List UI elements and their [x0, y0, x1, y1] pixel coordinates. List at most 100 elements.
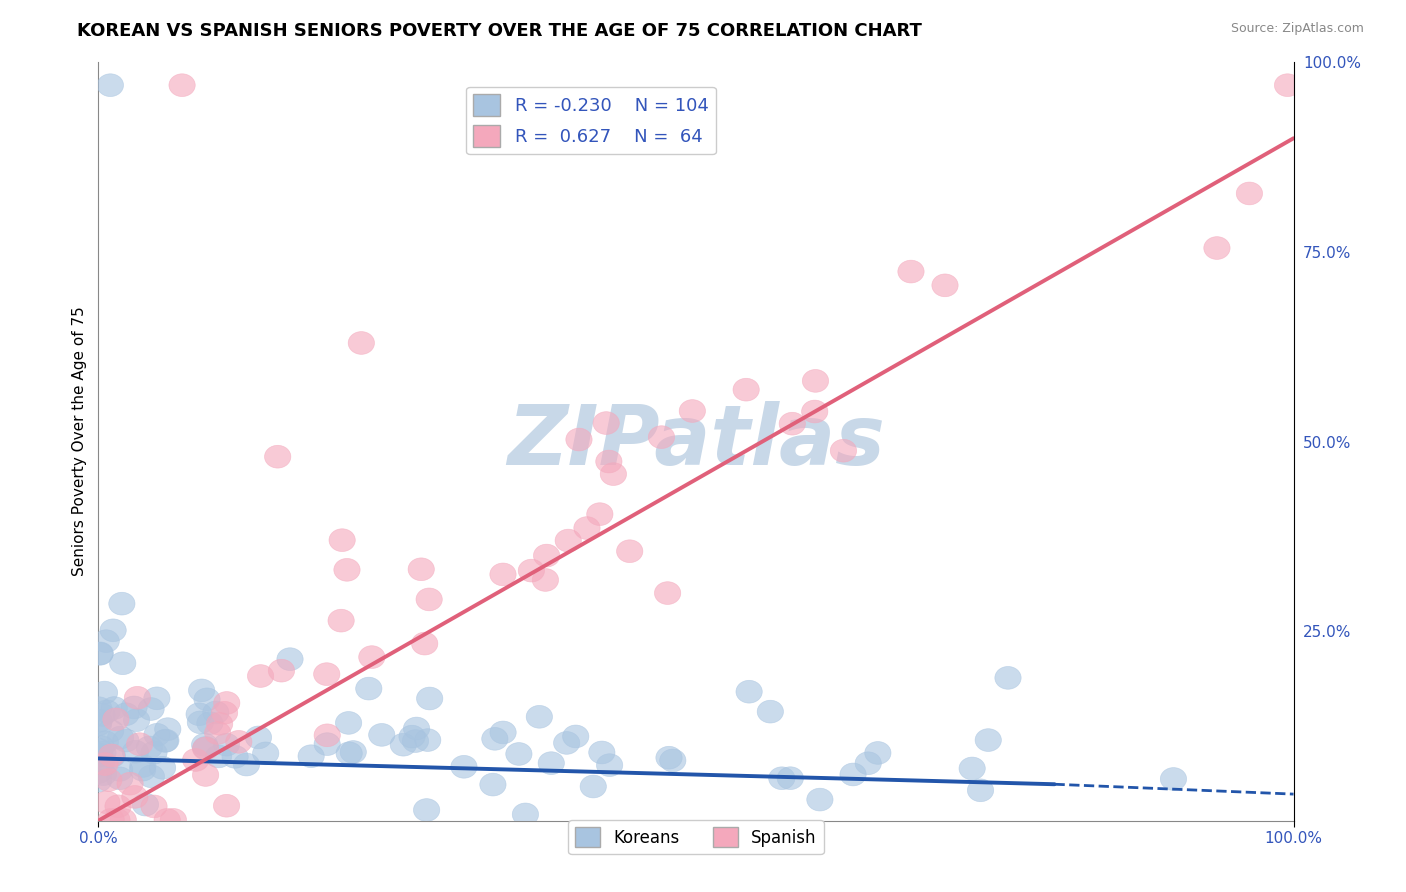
Ellipse shape	[214, 795, 239, 817]
Ellipse shape	[479, 773, 506, 796]
Ellipse shape	[654, 582, 681, 605]
Ellipse shape	[399, 725, 425, 748]
Ellipse shape	[233, 753, 260, 776]
Ellipse shape	[87, 642, 112, 665]
Ellipse shape	[648, 425, 675, 449]
Ellipse shape	[1160, 768, 1187, 790]
Ellipse shape	[191, 733, 218, 756]
Ellipse shape	[976, 729, 1001, 751]
Ellipse shape	[554, 731, 579, 755]
Ellipse shape	[124, 709, 150, 731]
Ellipse shape	[340, 740, 367, 764]
Ellipse shape	[596, 754, 623, 777]
Ellipse shape	[349, 332, 374, 354]
Ellipse shape	[141, 741, 167, 764]
Ellipse shape	[193, 764, 219, 787]
Ellipse shape	[807, 789, 832, 811]
Ellipse shape	[107, 726, 134, 749]
Ellipse shape	[298, 745, 325, 768]
Ellipse shape	[314, 724, 340, 747]
Ellipse shape	[127, 732, 153, 756]
Ellipse shape	[169, 74, 195, 96]
Ellipse shape	[86, 739, 111, 761]
Ellipse shape	[415, 729, 441, 751]
Ellipse shape	[86, 697, 112, 720]
Ellipse shape	[122, 786, 148, 808]
Ellipse shape	[225, 731, 252, 753]
Ellipse shape	[183, 748, 209, 772]
Ellipse shape	[506, 742, 531, 765]
Ellipse shape	[512, 803, 538, 826]
Ellipse shape	[214, 733, 239, 756]
Ellipse shape	[526, 706, 553, 728]
Ellipse shape	[967, 779, 994, 802]
Ellipse shape	[1204, 236, 1230, 260]
Ellipse shape	[617, 540, 643, 563]
Ellipse shape	[482, 728, 508, 750]
Ellipse shape	[596, 450, 621, 473]
Ellipse shape	[100, 745, 125, 767]
Ellipse shape	[211, 701, 238, 724]
Ellipse shape	[555, 529, 581, 552]
Ellipse shape	[205, 745, 232, 768]
Ellipse shape	[581, 775, 606, 797]
Ellipse shape	[368, 723, 395, 747]
Text: KOREAN VS SPANISH SENIORS POVERTY OVER THE AGE OF 75 CORRELATION CHART: KOREAN VS SPANISH SENIORS POVERTY OVER T…	[77, 22, 922, 40]
Ellipse shape	[803, 369, 828, 392]
Ellipse shape	[87, 744, 112, 766]
Legend: Koreans, Spanish: Koreans, Spanish	[568, 821, 824, 854]
Ellipse shape	[107, 758, 134, 781]
Ellipse shape	[94, 700, 120, 723]
Ellipse shape	[758, 700, 783, 723]
Ellipse shape	[839, 763, 866, 786]
Ellipse shape	[160, 808, 187, 831]
Ellipse shape	[1236, 182, 1263, 205]
Ellipse shape	[110, 652, 136, 674]
Ellipse shape	[112, 703, 139, 725]
Ellipse shape	[408, 558, 434, 581]
Ellipse shape	[129, 758, 156, 781]
Ellipse shape	[129, 755, 156, 777]
Ellipse shape	[155, 718, 181, 740]
Ellipse shape	[110, 808, 136, 831]
Ellipse shape	[204, 722, 231, 744]
Ellipse shape	[416, 588, 443, 611]
Ellipse shape	[391, 733, 416, 756]
Ellipse shape	[105, 795, 131, 818]
Ellipse shape	[122, 740, 149, 763]
Ellipse shape	[655, 747, 682, 769]
Ellipse shape	[104, 808, 131, 831]
Ellipse shape	[121, 696, 148, 719]
Ellipse shape	[186, 703, 212, 725]
Ellipse shape	[90, 763, 117, 786]
Ellipse shape	[245, 726, 271, 748]
Ellipse shape	[277, 648, 304, 671]
Ellipse shape	[769, 767, 794, 789]
Ellipse shape	[89, 736, 114, 758]
Ellipse shape	[932, 274, 957, 297]
Ellipse shape	[593, 412, 619, 434]
Ellipse shape	[152, 730, 179, 752]
Ellipse shape	[359, 646, 385, 668]
Ellipse shape	[801, 401, 828, 423]
Y-axis label: Seniors Poverty Over the Age of 75: Seniors Poverty Over the Age of 75	[72, 307, 87, 576]
Ellipse shape	[586, 503, 613, 525]
Ellipse shape	[589, 741, 614, 764]
Ellipse shape	[336, 712, 361, 734]
Text: Source: ZipAtlas.com: Source: ZipAtlas.com	[1230, 22, 1364, 36]
Ellipse shape	[94, 791, 120, 814]
Ellipse shape	[659, 749, 686, 772]
Ellipse shape	[778, 767, 803, 789]
Ellipse shape	[679, 400, 706, 423]
Ellipse shape	[143, 687, 170, 710]
Ellipse shape	[538, 752, 564, 774]
Ellipse shape	[141, 795, 167, 818]
Ellipse shape	[112, 729, 139, 752]
Ellipse shape	[89, 704, 115, 726]
Ellipse shape	[314, 663, 340, 686]
Ellipse shape	[90, 741, 117, 764]
Ellipse shape	[269, 659, 295, 682]
Ellipse shape	[451, 756, 477, 778]
Ellipse shape	[336, 742, 363, 764]
Ellipse shape	[117, 772, 143, 795]
